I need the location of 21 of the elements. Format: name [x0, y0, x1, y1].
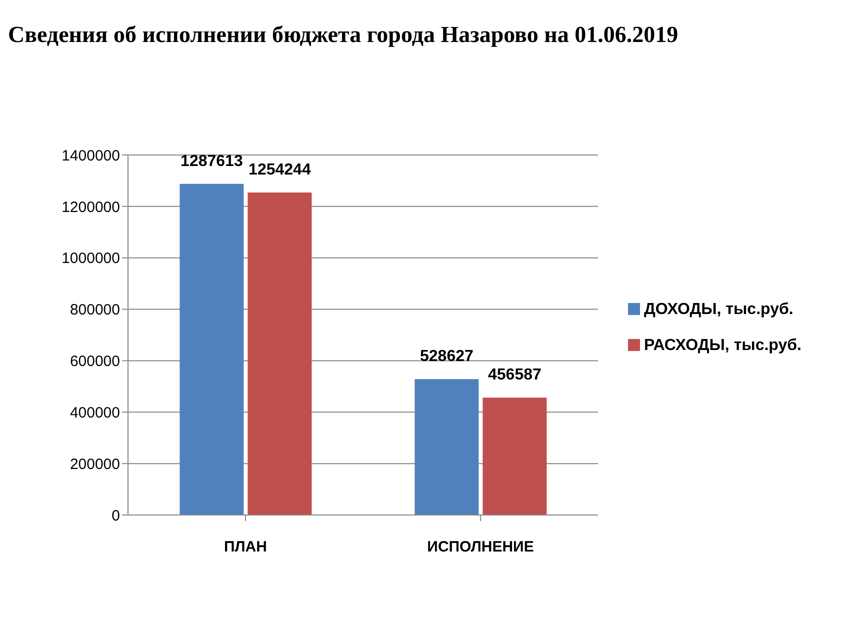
y-tick-label: 1200000	[62, 198, 120, 216]
y-tick-label: 400000	[70, 404, 120, 422]
data-label: 1287613	[180, 152, 243, 170]
bar	[248, 192, 312, 515]
legend-label: ДОХОДЫ, тыс.руб.	[644, 300, 794, 318]
y-tick-label: 1400000	[62, 147, 120, 164]
bar	[414, 379, 479, 515]
y-tick-label: 1000000	[62, 250, 120, 268]
bar	[482, 398, 547, 515]
data-label: 1254244	[248, 161, 311, 178]
chart-title: Сведения об исполнении бюджета города Назарово на 01.06.2019	[8, 21, 680, 49]
data-label: 528627	[420, 348, 474, 366]
x-tick-label: ИСПОЛНЕНИЕ	[427, 538, 534, 556]
legend-label: РАСХОДЫ, тыс.руб.	[644, 336, 802, 354]
y-tick-label: 200000	[70, 456, 120, 473]
y-tick-label: 600000	[70, 353, 120, 370]
x-tick-label: ПЛАН	[224, 538, 267, 556]
bar	[180, 184, 244, 515]
y-tick-label: 0	[112, 507, 120, 524]
data-label: 456587	[488, 366, 542, 384]
y-tick-label: 800000	[70, 302, 120, 319]
